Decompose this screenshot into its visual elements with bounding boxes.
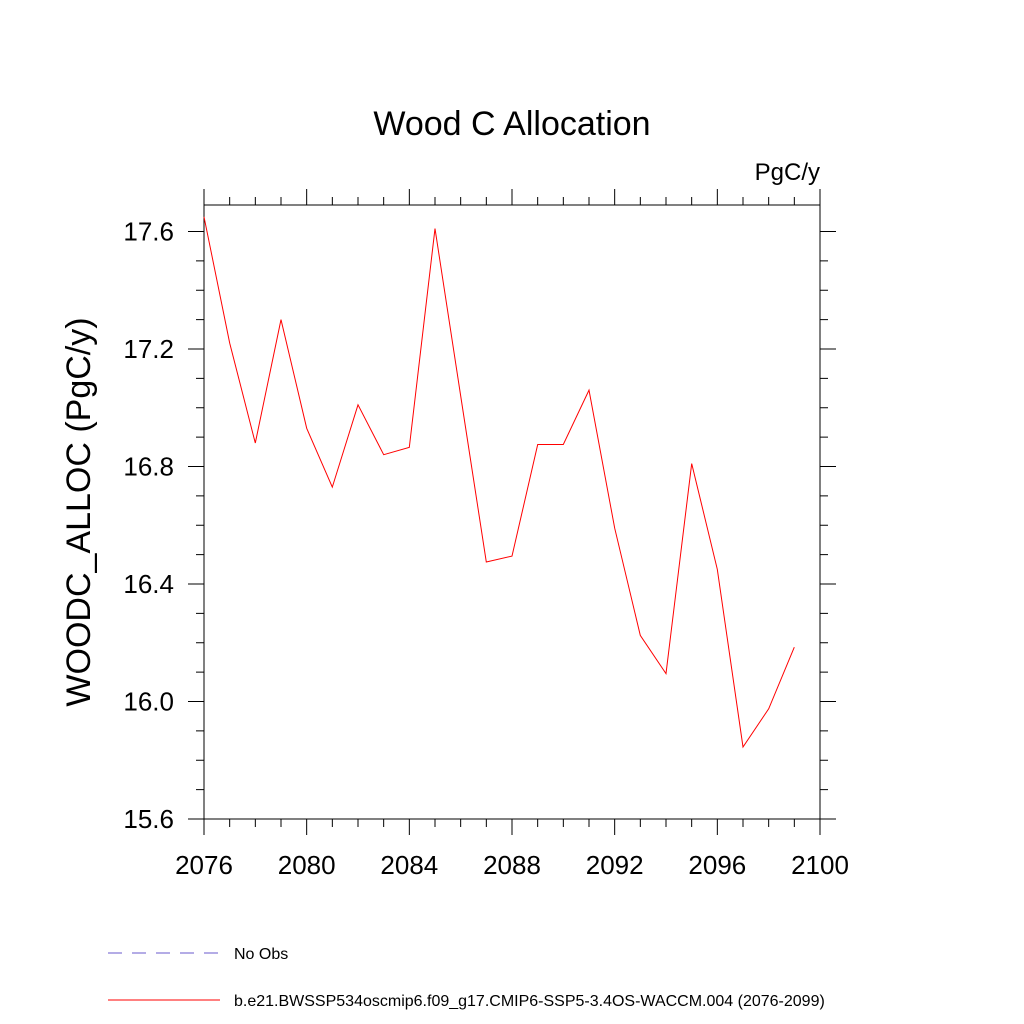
y-tick-label: 17.6 — [123, 217, 174, 247]
legend-label-no-obs: No Obs — [234, 946, 288, 963]
legend: No Obs b.e21.BWSSP534oscmip6.f09_g17.CMI… — [108, 946, 825, 1010]
x-tick-label: 2092 — [586, 850, 644, 880]
x-axis: 2076 2080 2084 2088 2092 2096 2100 — [175, 189, 849, 880]
x-tick-label: 2100 — [791, 850, 849, 880]
y-tick-label: 16.4 — [123, 569, 174, 599]
series-layer — [203, 216, 795, 749]
chart-title: Wood C Allocation — [373, 105, 650, 143]
x-tick-label: 2084 — [380, 850, 438, 880]
x-tick-label: 2088 — [483, 850, 541, 880]
y-tick-label: 16.0 — [123, 687, 174, 717]
y-tick-label: 16.8 — [123, 452, 174, 482]
units-label: PgC/y — [755, 159, 820, 186]
plot-frame — [203, 204, 821, 820]
x-tick-label: 2080 — [278, 850, 336, 880]
y-axis: 15.6 16.0 16.4 16.8 17.2 17.6 — [123, 217, 836, 834]
y-tick-label: 15.6 — [123, 804, 174, 834]
x-tick-label: 2076 — [175, 850, 233, 880]
series-line-model-run — [203, 216, 795, 749]
y-axis-label: WOODC_ALLOC (PgC/y) — [60, 317, 98, 706]
legend-label-model-run: b.e21.BWSSP534oscmip6.f09_g17.CMIP6-SSP5… — [234, 993, 825, 1010]
y-tick-label: 17.2 — [123, 334, 174, 364]
x-tick-label: 2096 — [688, 850, 746, 880]
